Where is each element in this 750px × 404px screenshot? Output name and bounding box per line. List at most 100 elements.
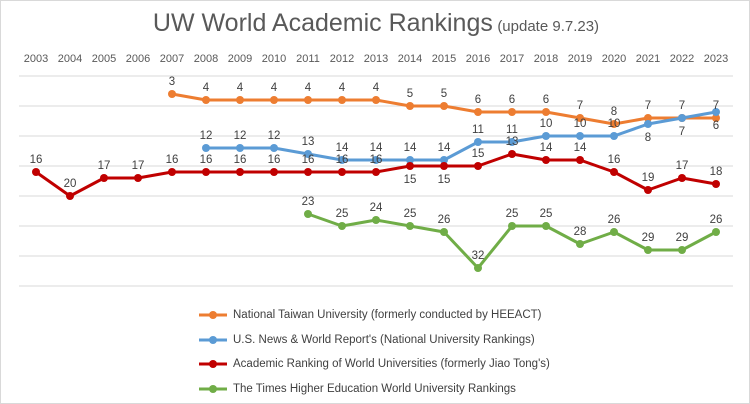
data-point xyxy=(270,144,278,152)
data-label: 14 xyxy=(574,142,587,154)
x-tick-label: 2018 xyxy=(534,53,558,65)
data-label: 19 xyxy=(642,172,655,184)
data-label: 5 xyxy=(441,88,447,100)
data-label: 4 xyxy=(305,82,312,94)
data-point xyxy=(542,132,550,140)
data-point xyxy=(32,168,40,176)
data-point xyxy=(474,264,482,272)
data-label: 17 xyxy=(98,160,111,172)
data-label: 10 xyxy=(574,118,587,130)
data-point xyxy=(474,138,482,146)
data-label: 6 xyxy=(543,94,549,106)
x-tick-label: 2011 xyxy=(296,53,320,65)
data-label: 7 xyxy=(713,100,719,112)
data-point xyxy=(542,108,550,116)
x-tick-label: 2008 xyxy=(194,53,218,65)
x-tick-label: 2022 xyxy=(670,53,694,65)
data-label: 10 xyxy=(608,118,621,130)
data-label: 26 xyxy=(608,214,621,226)
data-label: 15 xyxy=(472,148,485,160)
data-label: 3 xyxy=(169,76,175,88)
data-point xyxy=(236,96,244,104)
data-label: 14 xyxy=(540,142,553,154)
data-point xyxy=(712,108,720,116)
legend-marker xyxy=(199,311,227,320)
x-tick-label: 2009 xyxy=(228,53,252,65)
data-point xyxy=(712,228,720,236)
data-label: 8 xyxy=(645,132,651,144)
data-point xyxy=(576,132,584,140)
data-label: 16 xyxy=(234,154,247,166)
legend-marker xyxy=(199,360,227,369)
data-point xyxy=(440,162,448,170)
data-point xyxy=(406,222,414,230)
data-point xyxy=(712,180,720,188)
data-point xyxy=(508,138,516,146)
data-point xyxy=(406,162,414,170)
data-point xyxy=(304,96,312,104)
data-label: 25 xyxy=(506,208,519,220)
legend-marker xyxy=(199,335,227,344)
data-point xyxy=(610,168,618,176)
data-point xyxy=(644,186,652,194)
data-point xyxy=(576,240,584,248)
data-label: 16 xyxy=(268,154,281,166)
x-tick-label: 2016 xyxy=(466,53,490,65)
data-point xyxy=(440,102,448,110)
x-tick-label: 2014 xyxy=(398,53,422,65)
data-label: 7 xyxy=(577,100,583,112)
data-point xyxy=(440,156,448,164)
x-tick-label: 2004 xyxy=(58,53,82,65)
title-subtitle: (update 9.7.23) xyxy=(497,18,600,35)
data-point xyxy=(712,114,720,122)
series-line xyxy=(206,110,717,162)
data-point xyxy=(440,228,448,236)
data-point xyxy=(304,210,312,218)
x-tick-label: 2010 xyxy=(262,53,286,65)
data-point xyxy=(474,108,482,116)
data-label: 18 xyxy=(710,166,723,178)
data-label: 16 xyxy=(200,154,213,166)
x-tick-label: 2020 xyxy=(602,53,626,65)
x-tick-label: 2021 xyxy=(636,53,660,65)
x-tick-label: 2005 xyxy=(92,53,116,65)
data-label: 6 xyxy=(509,94,515,106)
data-point xyxy=(610,228,618,236)
data-label: 16 xyxy=(336,154,349,166)
x-tick-label: 2019 xyxy=(568,53,592,65)
data-point xyxy=(474,162,482,170)
chart-title: UW World Academic Rankings (update 9.7.2… xyxy=(1,9,749,38)
data-point xyxy=(338,96,346,104)
legend-label: U.S. News & World Report's (National Uni… xyxy=(233,333,535,346)
data-point xyxy=(508,108,516,116)
data-label: 29 xyxy=(642,232,655,244)
legend-label: National Taiwan University (formerly con… xyxy=(233,309,542,322)
data-point xyxy=(678,174,686,182)
data-label: 16 xyxy=(370,154,383,166)
data-label: 7 xyxy=(645,100,651,112)
data-point xyxy=(542,156,550,164)
data-point xyxy=(372,156,380,164)
data-point xyxy=(644,246,652,254)
data-point xyxy=(644,120,652,128)
data-point xyxy=(202,96,210,104)
data-point xyxy=(644,114,652,122)
data-point xyxy=(610,132,618,140)
data-label: 4 xyxy=(237,82,244,94)
data-label: 14 xyxy=(370,142,383,154)
data-point xyxy=(100,174,108,182)
data-point xyxy=(508,222,516,230)
data-point xyxy=(372,216,380,224)
data-label: 23 xyxy=(302,196,315,208)
data-label: 4 xyxy=(339,82,346,94)
x-tick-label: 2013 xyxy=(364,53,388,65)
x-tick-label: 2006 xyxy=(126,53,150,65)
data-point xyxy=(304,150,312,158)
data-point xyxy=(304,168,312,176)
data-label: 29 xyxy=(676,232,689,244)
data-label: 16 xyxy=(608,154,621,166)
data-label: 14 xyxy=(438,142,451,154)
data-label: 4 xyxy=(373,82,380,94)
